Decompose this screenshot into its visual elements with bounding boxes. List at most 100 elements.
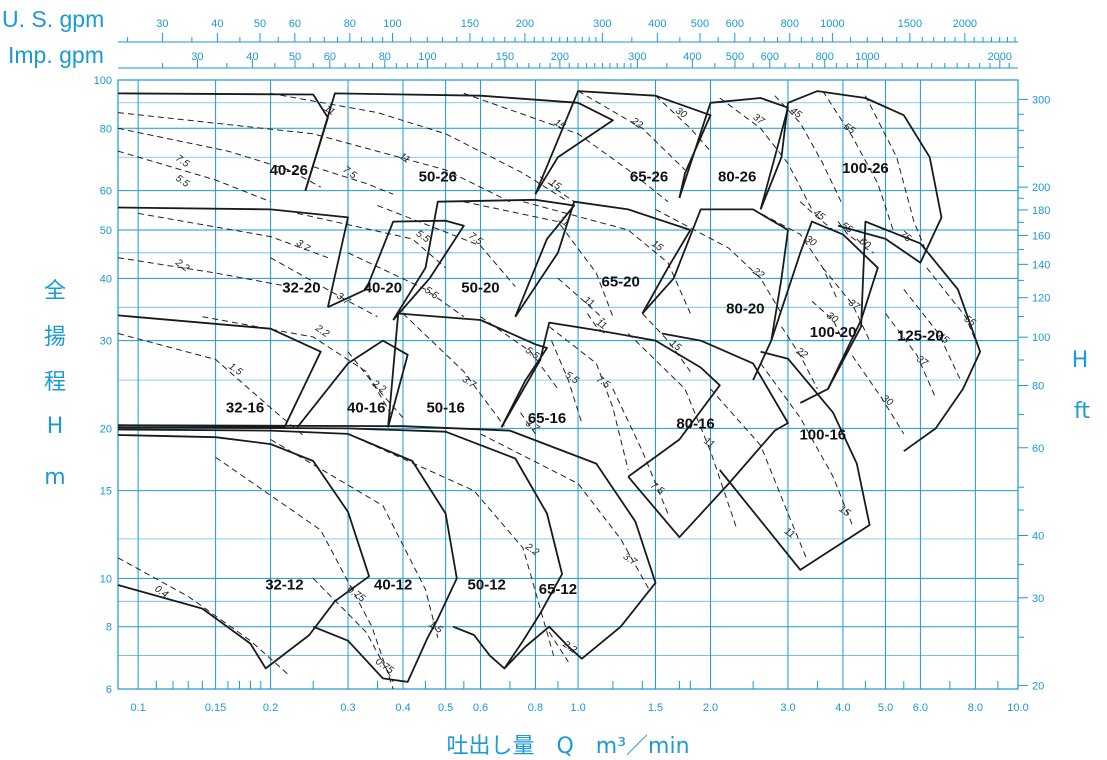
y-tick-label: 100 <box>94 75 112 87</box>
envelope-65-16 <box>500 321 721 478</box>
envelope-50-12 <box>117 426 563 670</box>
x-tick-label: 5.0 <box>878 702 893 714</box>
gpm-tick-label: 150 <box>496 51 514 63</box>
envelope-65-20 <box>514 200 692 318</box>
x-tick-label: 0.15 <box>205 702 226 714</box>
power-line <box>577 90 686 171</box>
envelope-80-16 <box>627 332 789 539</box>
envelope-100-26 <box>759 90 943 264</box>
gpm-tick-label: 40 <box>211 18 223 30</box>
power-line <box>463 201 614 317</box>
model-label: 65-20 <box>602 274 640 291</box>
ft-tick-label: 140 <box>1032 259 1050 271</box>
power-line <box>117 127 321 188</box>
power-line <box>548 631 569 663</box>
ft-tick-label: 100 <box>1032 332 1050 344</box>
power-line <box>926 267 981 352</box>
power-label: 11 <box>581 295 596 310</box>
y-tick-label: 20 <box>100 423 112 435</box>
gpm-tick-label: 800 <box>781 18 799 30</box>
gpm-tick-label: 2000 <box>953 18 977 30</box>
power-line <box>480 433 650 590</box>
y-title-char-5: m <box>44 465 65 490</box>
model-label: 40-16 <box>347 400 385 417</box>
power-line <box>270 257 378 318</box>
gpm-tick-label: 300 <box>593 18 611 30</box>
gpm-tick-label: 150 <box>461 18 479 30</box>
y-right-title-char-1: H <box>1072 348 1089 373</box>
envelope-125-20 <box>827 220 981 452</box>
power-line <box>202 316 394 419</box>
gpm-tick-label: 40 <box>246 51 258 63</box>
power-line <box>138 212 329 259</box>
power-label: 11 <box>702 436 717 451</box>
x-tick-label: 4.0 <box>835 702 850 714</box>
model-label: 80-26 <box>718 169 756 186</box>
model-label: 65-26 <box>630 169 668 186</box>
power-line <box>520 412 536 435</box>
power-line <box>760 363 853 526</box>
model-label: 125-20 <box>897 328 944 345</box>
envelope-50-26 <box>304 92 614 195</box>
power-line <box>655 95 711 152</box>
gpm-tick-label: 50 <box>254 18 266 30</box>
x-tick-label: 0.3 <box>340 702 355 714</box>
power-line <box>270 439 439 638</box>
gpm-tick-label: 1000 <box>855 51 879 63</box>
ft-tick-label: 60 <box>1032 443 1044 455</box>
ft-tick-label: 180 <box>1032 205 1050 217</box>
envelope-40-12 <box>117 428 458 683</box>
power-line <box>347 351 404 419</box>
model-label: 32-16 <box>226 400 264 417</box>
power-line <box>655 208 782 314</box>
power-line <box>117 257 289 288</box>
gpm-tick-label: 300 <box>628 51 646 63</box>
power-label: 11 <box>322 103 337 118</box>
ft-tick-label: 20 <box>1032 681 1044 693</box>
pump-envelopes <box>117 90 981 683</box>
gpm-tick-label: 100 <box>383 18 401 30</box>
imp-gpm-axis: 30 40 50 60 80 100 150 200 300 400 500 600 800 1000 20… <box>118 51 1018 69</box>
us-gpm-axis: 30 40 50 60 80 100 150 200 300 400 500 600 800 1000 15… <box>118 18 1018 43</box>
y-tick-label: 10 <box>100 573 112 585</box>
power-line <box>117 557 290 676</box>
y-title-char-4: H <box>47 414 64 439</box>
model-label: 50-16 <box>426 400 464 417</box>
power-line <box>463 92 669 203</box>
x-tick-label: 0.8 <box>528 702 543 714</box>
gpm-tick-label: 60 <box>324 51 336 63</box>
envelope-40-16 <box>296 339 409 428</box>
power-label: 11 <box>782 526 797 541</box>
us-gpm-label: U. S. gpm <box>2 6 104 32</box>
power-line <box>822 90 894 231</box>
y-tick-label: 8 <box>106 622 112 634</box>
power-line <box>774 95 844 206</box>
power-line <box>719 97 813 210</box>
x-tick-label: 2.0 <box>703 702 718 714</box>
power-line <box>752 208 839 302</box>
imp-gpm-label: Imp. gpm <box>8 42 104 68</box>
power-label: 11 <box>397 151 412 166</box>
model-label: 65-12 <box>539 581 577 598</box>
model-labels: 32-12 40-12 50-12 65-12 32-16 40-16 50-16 65-16… <box>226 160 944 598</box>
power-line <box>642 313 691 372</box>
power-line <box>822 267 871 341</box>
x-tick-label: 0.6 <box>473 702 488 714</box>
x-tick-label: 10.0 <box>1007 702 1028 714</box>
x-tick-label: 8.0 <box>968 702 983 714</box>
envelope-65-12 <box>117 424 657 670</box>
x-tick-label: 1.0 <box>570 702 585 714</box>
model-label: 65-16 <box>528 410 566 427</box>
ft-tick-label: 200 <box>1032 182 1050 194</box>
gpm-tick-label: 30 <box>191 51 203 63</box>
power-line <box>270 92 569 203</box>
model-label: 40-20 <box>364 279 402 296</box>
envelope-65-26 <box>534 90 712 199</box>
model-label: 80-16 <box>676 415 714 432</box>
power-line <box>377 205 516 287</box>
y-axis-ticks: 6 8 10 15 20 30 40 50 60 80 100 <box>94 75 112 696</box>
power-line <box>215 456 394 690</box>
gpm-tick-label: 600 <box>726 18 744 30</box>
gpm-tick-label: 500 <box>691 18 709 30</box>
model-label: 50-26 <box>419 169 457 186</box>
